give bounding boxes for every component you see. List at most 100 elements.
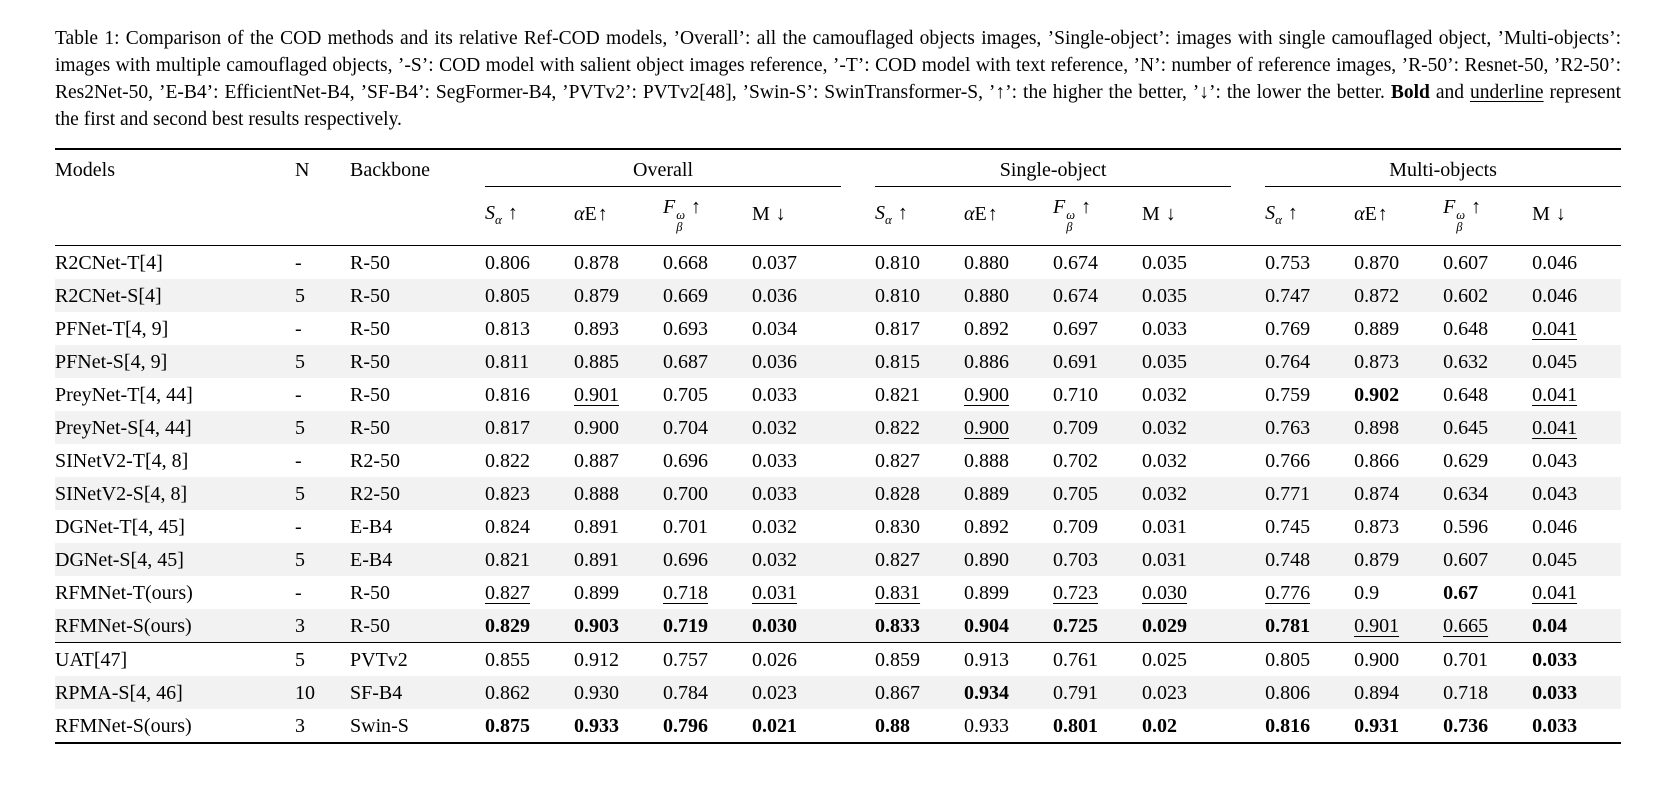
value-cell: 0.602 — [1443, 284, 1489, 307]
spacer-cell — [1231, 477, 1265, 510]
value-cell: 0.703 — [1053, 548, 1099, 571]
value-cell: 0.041 — [1532, 581, 1578, 604]
value-cell: 0.830 — [875, 515, 921, 538]
n-cell: 3 — [295, 614, 305, 637]
metric-header: M ↓ — [1532, 186, 1622, 247]
spacer-cell — [841, 279, 875, 312]
value-cell: 0.833 — [875, 614, 921, 637]
value-cell: 0.894 — [1354, 681, 1400, 704]
metric-header: αE↑ — [1354, 186, 1444, 247]
value-cell: 0.701 — [1443, 642, 1533, 677]
value-cell: 0.903 — [574, 614, 619, 637]
value-cell: 0.805 — [1265, 642, 1355, 677]
value-cell: 0.904 — [964, 614, 1010, 637]
value-cell: 0.821 — [485, 548, 530, 571]
model-cell: SINetV2-T[4, 8] — [55, 449, 189, 472]
value-cell: 0.687 — [663, 350, 708, 373]
model-cell: RFMNet-S(ours) — [55, 714, 192, 737]
value-cell: 0.816 — [485, 383, 530, 406]
value-cell: 0.607 — [1443, 251, 1489, 274]
column-header-backbone: Backbone — [350, 148, 485, 247]
results-table: Models N Backbone Overall Single-object Multi… — [55, 147, 1622, 745]
value-cell: 0.873 — [1354, 350, 1400, 373]
column-header-n: N — [295, 148, 350, 247]
value-cell: 0.629 — [1443, 449, 1489, 472]
value-cell: 0.891 — [574, 548, 619, 571]
backbone-cell: R-50 — [350, 416, 390, 439]
value-cell: 0.892 — [964, 515, 1010, 538]
value-cell: 0.723 — [1053, 581, 1099, 604]
backbone-cell: R-50 — [350, 317, 390, 340]
value-cell: 0.04 — [1532, 614, 1568, 637]
value-cell: 0.718 — [1443, 681, 1489, 704]
value-cell: 0.036 — [752, 284, 797, 307]
table-body: R2CNet-T[4] - R-50 0.806 0.878 0.668 0.037 0.81… — [55, 246, 1622, 744]
backbone-cell: E-B4 — [350, 515, 393, 538]
value-cell: 0.023 — [1142, 681, 1188, 704]
spacer-cell — [1231, 543, 1265, 576]
value-cell: 0.813 — [485, 317, 530, 340]
value-cell: 0.801 — [1053, 714, 1099, 737]
value-cell: 0.719 — [663, 614, 708, 637]
value-cell: 0.645 — [1443, 416, 1489, 439]
value-cell: 0.046 — [1532, 251, 1578, 274]
value-cell: 0.041 — [1532, 317, 1578, 340]
spacer-cell — [1231, 676, 1265, 709]
value-cell: 0.718 — [663, 581, 708, 604]
n-cell: 5 — [295, 642, 350, 677]
value-cell: 0.899 — [574, 581, 619, 604]
group-header-single-object: Single-object — [875, 148, 1232, 187]
value-cell: 0.900 — [964, 383, 1010, 406]
value-cell: 0.888 — [574, 482, 619, 505]
value-cell: 0.032 — [1142, 416, 1188, 439]
value-cell: 0.745 — [1265, 515, 1311, 538]
value-cell: 0.912 — [574, 642, 663, 677]
value-cell: 0.031 — [752, 581, 797, 604]
value-cell: 0.041 — [1532, 416, 1578, 439]
value-cell: 0.806 — [1265, 681, 1311, 704]
spacer-cell — [841, 444, 875, 477]
value-cell: 0.02 — [1142, 714, 1178, 737]
value-cell: 0.784 — [663, 681, 708, 704]
column-header-models: Models — [55, 148, 295, 247]
value-cell: 0.898 — [1354, 416, 1400, 439]
value-cell: 0.67 — [1443, 581, 1479, 604]
value-cell: 0.88 — [875, 714, 911, 737]
value-cell: 0.875 — [485, 714, 530, 737]
value-cell: 0.866 — [1354, 449, 1400, 472]
value-cell: 0.822 — [875, 416, 921, 439]
spacer-cell — [1231, 709, 1265, 743]
backbone-cell: R-50 — [350, 383, 390, 406]
model-cell: PFNet-S[4, 9] — [55, 350, 168, 373]
value-cell: 0.702 — [1053, 449, 1099, 472]
model-cell: PreyNet-S[4, 44] — [55, 416, 192, 439]
backbone-cell: R-50 — [350, 284, 390, 307]
value-cell: 0.021 — [752, 714, 797, 737]
value-cell: 0.761 — [1053, 642, 1143, 677]
value-cell: 0.815 — [875, 350, 921, 373]
value-cell: 0.824 — [485, 515, 530, 538]
model-cell: DGNet-S[4, 45] — [55, 548, 184, 571]
spacer-cell — [1231, 378, 1265, 411]
value-cell: 0.899 — [964, 581, 1010, 604]
value-cell: 0.036 — [752, 350, 797, 373]
n-cell: - — [295, 515, 302, 538]
value-cell: 0.879 — [574, 284, 619, 307]
value-cell: 0.033 — [1532, 681, 1578, 704]
value-cell: 0.901 — [574, 383, 619, 406]
model-cell: DGNet-T[4, 45] — [55, 515, 185, 538]
metric-arrow-icon: ↓ — [1165, 203, 1176, 226]
spacer-cell — [841, 378, 875, 411]
model-cell: R2CNet-S[4] — [55, 284, 162, 307]
spacer-cell — [1231, 246, 1265, 280]
value-cell: 0.035 — [1142, 350, 1188, 373]
value-cell: 0.811 — [485, 350, 530, 373]
value-cell: 0.810 — [875, 284, 921, 307]
value-cell: 0.030 — [752, 614, 797, 637]
value-cell: 0.889 — [1354, 317, 1400, 340]
caption-segment: Bold — [1390, 81, 1430, 103]
metric-arrow-icon: ↑ — [1287, 201, 1298, 224]
